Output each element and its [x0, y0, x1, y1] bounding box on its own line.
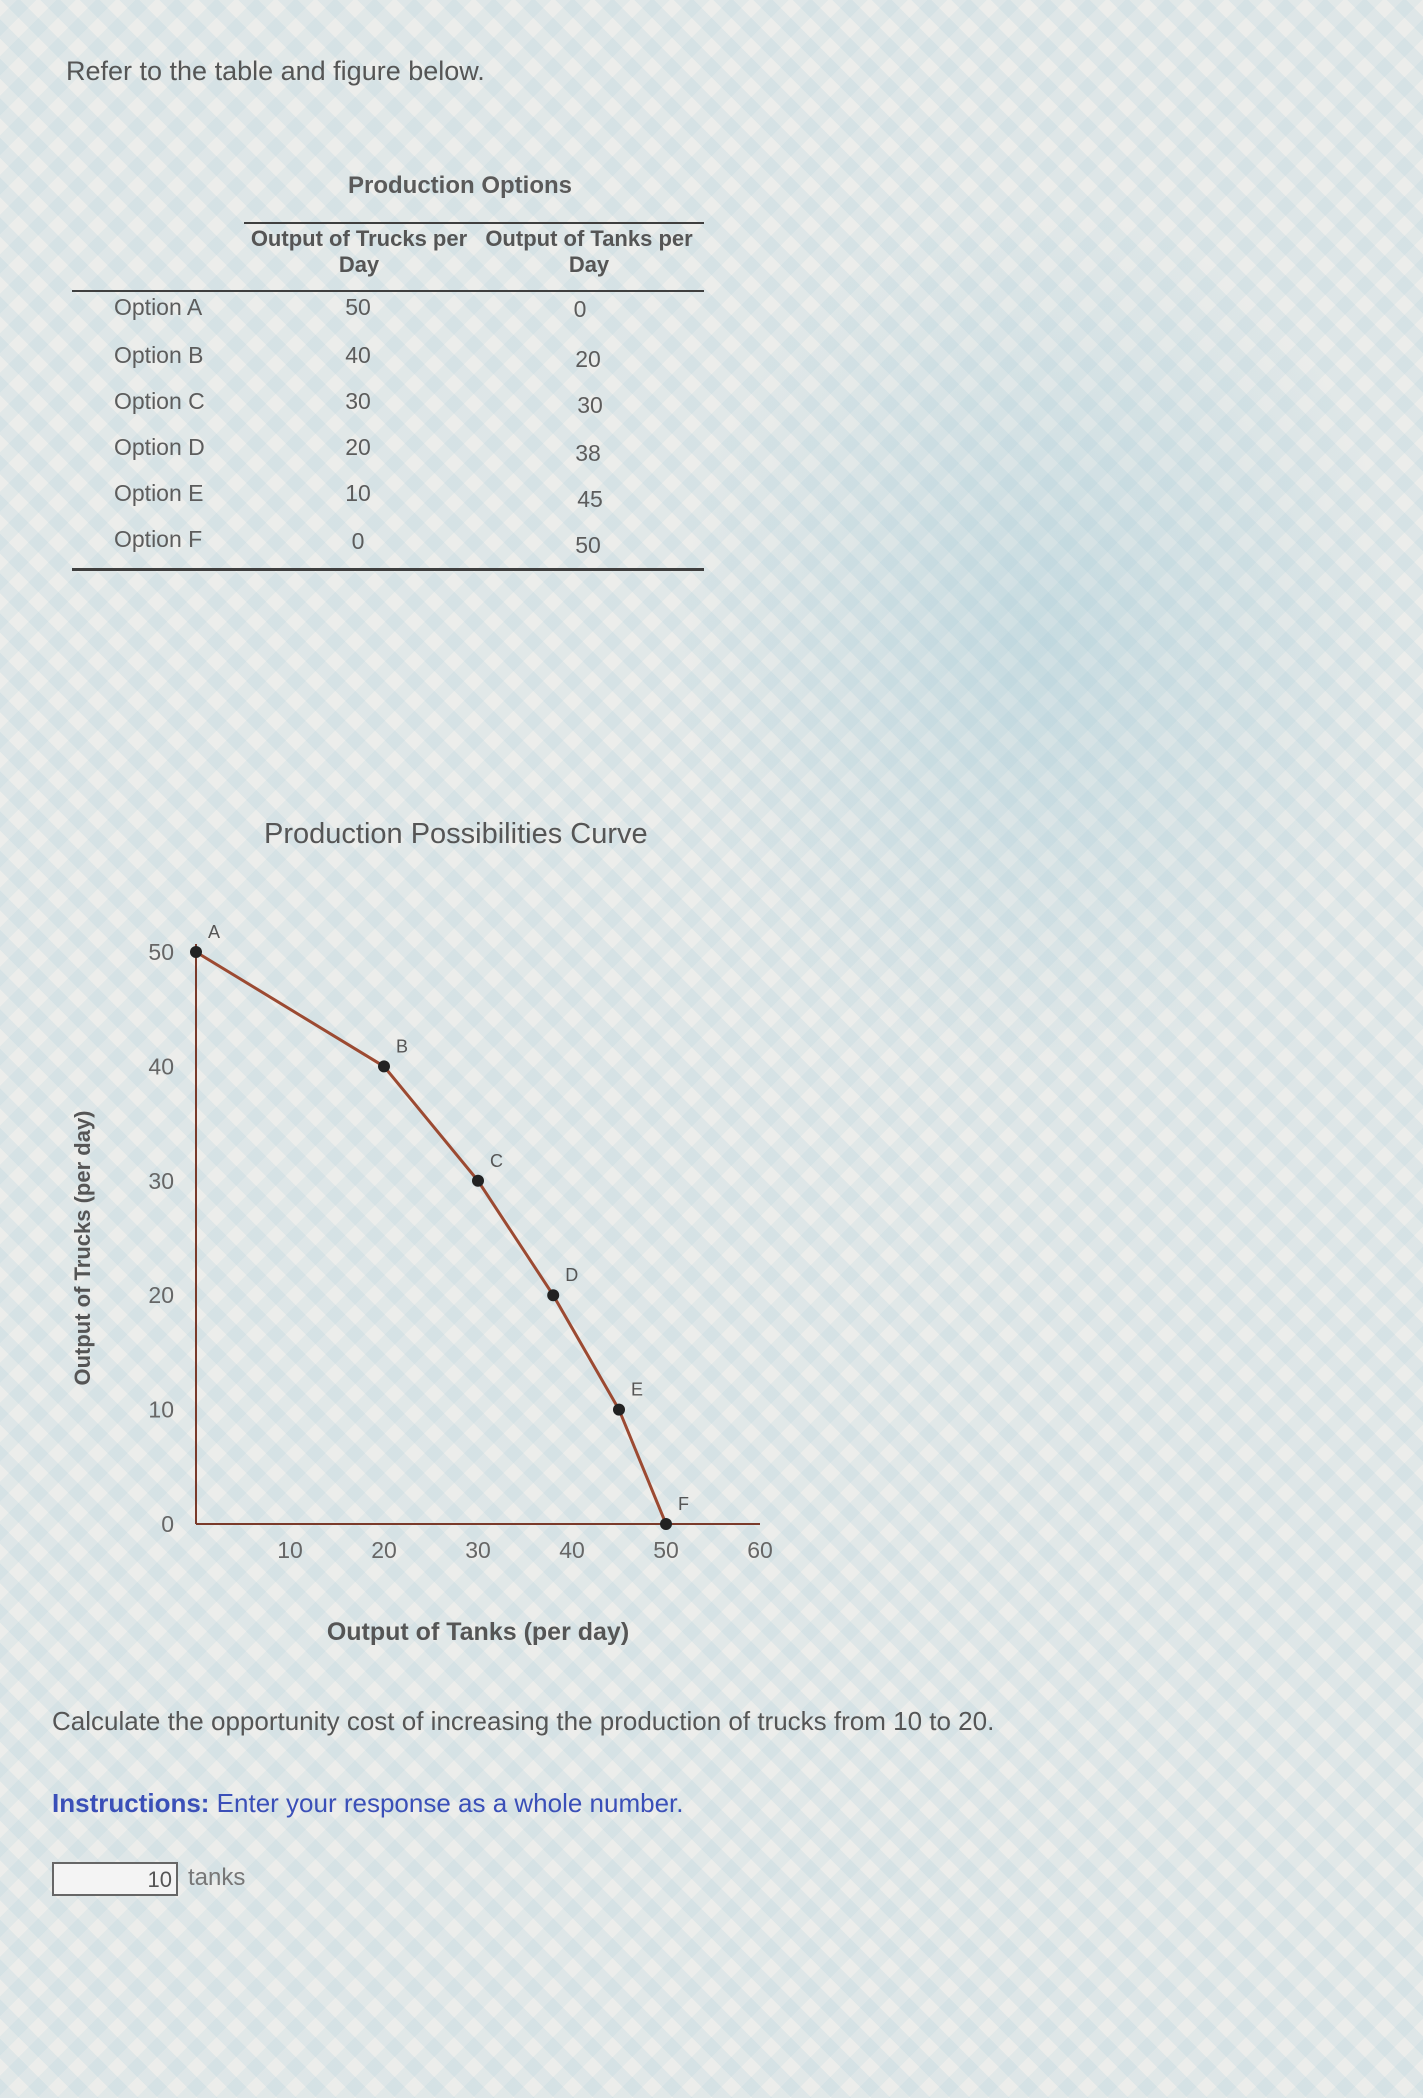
chart-title: Production Possibilities Curve [264, 818, 648, 850]
cell-trucks: 0 [351, 528, 365, 554]
cell-tanks: 45 [577, 486, 603, 512]
point-label: F [678, 1494, 689, 1514]
y-tick-label: 0 [161, 1511, 174, 1537]
answer-input[interactable]: 10 [52, 1862, 178, 1896]
header-tanks: Output of Tanks per Day [485, 226, 693, 277]
cell-trucks: 50 [345, 294, 371, 320]
x-tick-label: 20 [371, 1537, 397, 1563]
row-label: Option B [114, 342, 204, 368]
cell-trucks: 10 [345, 480, 371, 506]
cell-trucks: 20 [345, 434, 371, 460]
x-tick-label: 30 [465, 1537, 491, 1563]
point-label: E [631, 1380, 643, 1400]
point-label: B [396, 1036, 408, 1056]
y-tick-label: 20 [148, 1282, 174, 1308]
x-tick-label: 60 [747, 1537, 773, 1563]
data-point-d [547, 1289, 560, 1302]
y-tick-label: 50 [148, 939, 174, 965]
row-label: Option A [114, 294, 203, 320]
x-tick-label: 50 [653, 1537, 679, 1563]
table-header-rule [72, 290, 704, 292]
table-bottom-rule [72, 568, 704, 571]
data-point-a [190, 946, 202, 958]
instructions-text: Instructions: Enter your response as a w… [52, 1788, 684, 1819]
header-trucks: Output of Trucks per Day [250, 226, 468, 277]
cell-tanks: 20 [575, 346, 601, 372]
row-label: Option D [114, 434, 205, 460]
x-tick-label: 10 [277, 1537, 303, 1563]
point-label: D [565, 1265, 578, 1285]
y-axis-label: Output of Trucks (per day) [70, 1110, 95, 1385]
cell-tanks: 30 [577, 392, 603, 418]
data-point-b [378, 1060, 390, 1073]
table-caption: Production Options [348, 172, 572, 199]
y-tick-label: 40 [148, 1053, 174, 1079]
x-axis-label: Output of Tanks (per day) [327, 1618, 629, 1646]
cell-trucks: 30 [345, 388, 371, 414]
instructions-body: Enter your response as a whole number. [209, 1788, 684, 1818]
question-text: Calculate the opportunity cost of increa… [52, 1706, 995, 1736]
ppc-series-line [195, 950, 668, 1525]
answer-value: 10 [147, 1867, 172, 1892]
row-label: Option C [114, 388, 205, 414]
cell-tanks: 0 [573, 296, 587, 322]
data-point-c [472, 1174, 484, 1187]
row-label: Option F [114, 526, 203, 552]
intro-text: Refer to the table and figure below. [66, 56, 485, 86]
data-point-f [660, 1518, 672, 1530]
point-label: C [490, 1151, 503, 1171]
instructions-prefix: Instructions: [52, 1788, 210, 1818]
point-label: A [208, 922, 220, 942]
y-tick-label: 10 [148, 1397, 174, 1423]
cell-tanks: 38 [575, 440, 601, 466]
cell-trucks: 40 [345, 342, 371, 368]
y-tick-label: 30 [148, 1168, 174, 1194]
x-tick-label: 40 [559, 1537, 585, 1563]
table-top-rule [244, 222, 704, 224]
data-point-e [613, 1403, 625, 1416]
cell-tanks: 50 [575, 532, 601, 558]
row-label: Option E [114, 480, 204, 506]
answer-unit: tanks [188, 1864, 246, 1891]
